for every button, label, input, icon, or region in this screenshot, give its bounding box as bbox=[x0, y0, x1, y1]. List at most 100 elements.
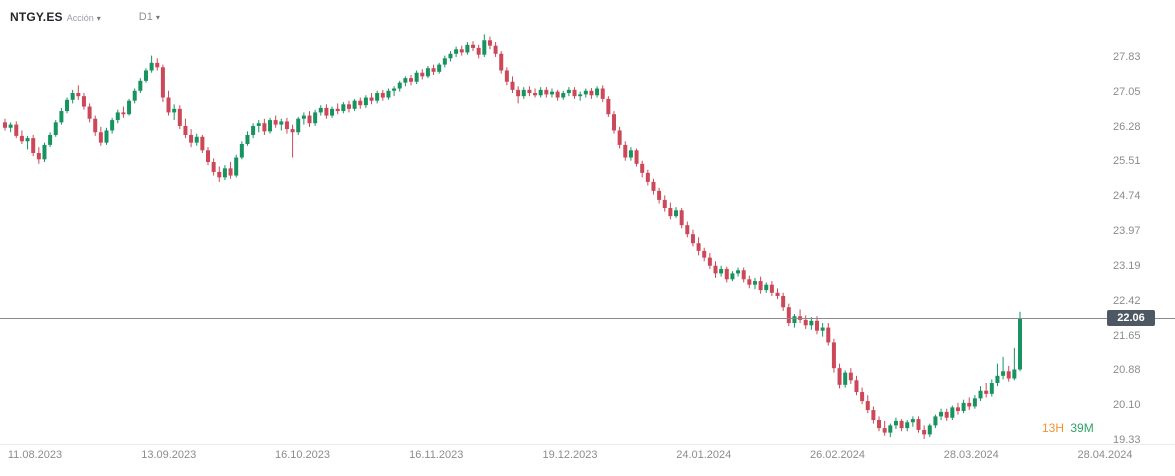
candle-bearish bbox=[815, 320, 819, 331]
chart-header: NTGY.ES Acción ▾ D1 ▾ bbox=[10, 10, 160, 24]
candle-bearish bbox=[262, 123, 267, 132]
x-axis-label: 19.12.2023 bbox=[542, 449, 598, 461]
candle-bearish bbox=[155, 62, 160, 68]
candle-bullish bbox=[674, 210, 679, 217]
candle-bullish bbox=[42, 144, 47, 160]
candle-bearish bbox=[690, 234, 695, 244]
candle-bearish bbox=[877, 419, 882, 429]
candle-bullish bbox=[442, 58, 447, 65]
candle-bullish bbox=[318, 107, 323, 113]
candle-bullish bbox=[482, 40, 487, 55]
candle-bearish bbox=[617, 130, 622, 145]
time-axis[interactable]: 11.08.2023 13.09.2023 16.10.2023 16.11.2023… bbox=[0, 449, 1175, 469]
candle-bullish bbox=[978, 390, 983, 399]
candle-bullish bbox=[104, 130, 109, 143]
candle-bullish bbox=[989, 383, 994, 394]
candle-bearish bbox=[572, 89, 577, 97]
candle-bullish bbox=[143, 70, 148, 81]
candle-bearish bbox=[555, 91, 560, 98]
candle-bearish bbox=[854, 380, 859, 393]
candle-bullish bbox=[893, 420, 898, 426]
x-axis-label: 28.03.2024 bbox=[943, 449, 999, 461]
x-axis-label: 24.01.2024 bbox=[676, 449, 732, 461]
x-axis-label: 16.11.2023 bbox=[409, 449, 464, 461]
candle-bullish bbox=[127, 100, 132, 115]
candle-bullish bbox=[386, 90, 391, 98]
candle-bullish bbox=[301, 115, 306, 119]
chevron-down-icon: ▾ bbox=[155, 13, 160, 22]
candle-bearish bbox=[76, 93, 81, 97]
candle-bullish bbox=[549, 91, 554, 95]
candle-bullish bbox=[888, 425, 893, 433]
candle-bullish bbox=[437, 64, 442, 72]
candle-bearish bbox=[121, 112, 126, 115]
candle-bearish bbox=[831, 342, 836, 369]
candle-bullish bbox=[764, 284, 769, 291]
candle-bullish bbox=[48, 134, 53, 145]
candle-bearish bbox=[93, 118, 98, 133]
candle-bullish bbox=[566, 89, 571, 94]
candle-bullish bbox=[341, 104, 346, 112]
candle-bearish bbox=[160, 67, 165, 98]
candle-bearish bbox=[420, 72, 425, 77]
candle-bearish bbox=[177, 108, 182, 126]
candle-bearish bbox=[702, 250, 707, 258]
candle-bullish bbox=[279, 121, 284, 125]
candle-bearish bbox=[493, 45, 498, 54]
candle-bullish bbox=[730, 273, 735, 280]
candle-bearish bbox=[826, 327, 831, 343]
candle-bullish bbox=[115, 112, 120, 121]
timeframe-selector[interactable]: D1 ▾ bbox=[139, 11, 160, 23]
candle-bearish bbox=[358, 100, 363, 106]
candle-bullish bbox=[352, 100, 357, 109]
candle-bearish bbox=[967, 402, 972, 407]
candle-bullish bbox=[961, 402, 966, 411]
candle-bearish bbox=[747, 279, 752, 285]
candle-bullish bbox=[792, 316, 797, 324]
candle-bearish bbox=[612, 114, 616, 131]
candle-bearish bbox=[19, 135, 24, 142]
candle-bearish bbox=[87, 106, 92, 119]
candle-bullish bbox=[245, 134, 250, 144]
candle-bullish bbox=[222, 168, 227, 178]
candle-bearish bbox=[600, 88, 605, 99]
candle-bearish bbox=[544, 89, 549, 95]
candle-bullish bbox=[330, 108, 335, 116]
candle-bearish bbox=[98, 132, 103, 143]
candle-bearish bbox=[916, 419, 921, 430]
candle-bearish bbox=[984, 390, 989, 394]
candle-bearish bbox=[781, 295, 786, 308]
candle-bearish bbox=[527, 89, 532, 94]
candle-bullish bbox=[628, 150, 633, 158]
candle-bearish bbox=[848, 372, 853, 381]
candle-bearish bbox=[335, 108, 340, 112]
candle-bullish bbox=[809, 320, 814, 326]
candle-bullish bbox=[927, 425, 932, 435]
candle-bullish bbox=[138, 80, 143, 91]
candle-bullish bbox=[256, 123, 261, 126]
candle-bearish bbox=[487, 40, 492, 46]
candle-bullish bbox=[8, 124, 13, 128]
symbol-selector[interactable]: NTGY.ES Acción ▾ bbox=[10, 10, 101, 24]
candle-bullish bbox=[1018, 318, 1022, 370]
candle-bullish bbox=[425, 68, 430, 77]
candle-close-countdown: 13H 39M bbox=[1042, 421, 1094, 435]
candle-bearish bbox=[1006, 371, 1011, 379]
candle-bearish bbox=[189, 134, 194, 143]
candle-bearish bbox=[837, 368, 842, 385]
candle-bullish bbox=[110, 120, 115, 131]
candle-bearish bbox=[36, 153, 41, 160]
candle-bullish bbox=[583, 90, 588, 95]
candle-bullish bbox=[561, 93, 566, 98]
candle-bearish bbox=[504, 70, 509, 82]
candle-bearish bbox=[662, 199, 667, 209]
chevron-down-icon: ▾ bbox=[96, 14, 101, 23]
instrument-type-label: Acción bbox=[66, 13, 94, 23]
candle-bullish bbox=[375, 93, 380, 101]
candle-bullish bbox=[719, 268, 724, 274]
candle-bullish bbox=[59, 111, 64, 123]
candle-bullish bbox=[939, 411, 944, 417]
candle-bearish bbox=[471, 44, 476, 48]
candle-bearish bbox=[14, 124, 19, 136]
